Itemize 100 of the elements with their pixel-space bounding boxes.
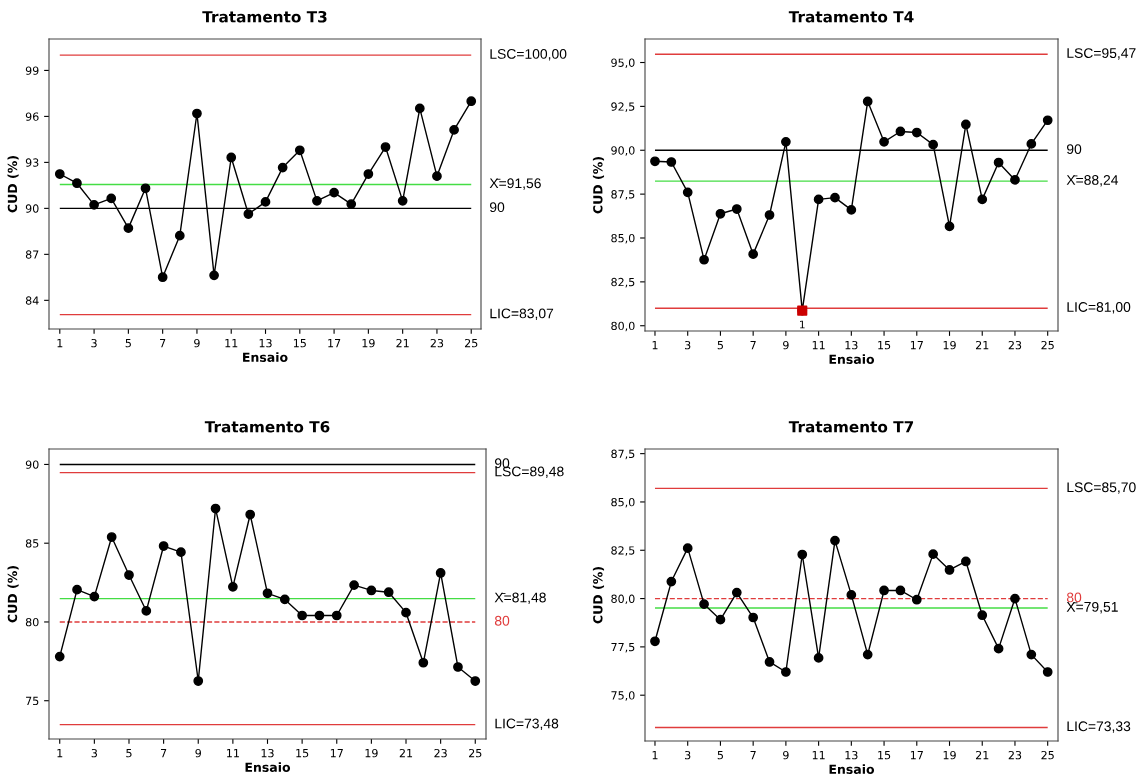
y-tick-label: 96 xyxy=(25,112,39,121)
x-tick-label: 23 xyxy=(430,338,444,348)
x-tick-label: 11 xyxy=(225,339,238,348)
point xyxy=(414,103,425,114)
point xyxy=(846,205,857,215)
point xyxy=(879,585,889,596)
y-axis-title: CUD (%) xyxy=(592,157,605,214)
ref-line-label: X̄=88,24 xyxy=(1066,175,1119,187)
y-tick-label: 90 xyxy=(25,204,39,213)
x-tick-label: 3 xyxy=(685,340,691,350)
x-tick-label: 21 xyxy=(399,748,413,758)
y-tick-label: 80,0 xyxy=(611,321,635,332)
x-axis-title: Ensaio xyxy=(829,764,875,774)
point xyxy=(862,96,873,107)
point xyxy=(243,209,254,219)
point xyxy=(366,585,377,596)
x-tick-label: 1 xyxy=(57,339,63,348)
point xyxy=(764,657,775,667)
x-tick-label: 23 xyxy=(434,748,447,758)
point xyxy=(961,556,971,567)
point xyxy=(89,199,99,210)
x-tick-label: 3 xyxy=(91,748,98,758)
x-tick-label: 17 xyxy=(328,339,341,348)
point xyxy=(928,549,939,559)
point xyxy=(731,587,742,598)
y-tick-label: 85 xyxy=(25,539,39,548)
point xyxy=(715,614,726,625)
y-axis-title: CUD (%) xyxy=(7,156,19,213)
ref-line-label: LSC=100,00 xyxy=(490,48,567,61)
point xyxy=(176,547,186,558)
chart-title: Tratamento T6 xyxy=(204,421,330,433)
x-tick-label: 11 xyxy=(812,751,825,760)
annotation: 1 xyxy=(800,320,805,329)
y-tick-label: 90 xyxy=(25,460,39,469)
point xyxy=(312,195,322,206)
point xyxy=(314,610,325,621)
ref-line-label: 90 xyxy=(1066,144,1082,154)
x-tick-label: 17 xyxy=(910,751,923,760)
point xyxy=(1042,115,1053,126)
x-tick-label: 23 xyxy=(1008,340,1022,350)
x-tick-label: 13 xyxy=(845,750,858,760)
point xyxy=(666,157,677,167)
point xyxy=(911,127,922,138)
point xyxy=(911,594,922,605)
x-tick-label: 7 xyxy=(160,749,167,758)
ref-line-label: 90 xyxy=(489,202,505,213)
point xyxy=(781,136,791,147)
y-tick-label: 92,5 xyxy=(611,102,635,112)
point xyxy=(193,676,204,686)
x-tick-label: 7 xyxy=(750,341,756,350)
y-tick-label: 99 xyxy=(25,66,39,75)
ref-line-label: X̄=79,51 xyxy=(1066,601,1118,614)
x-tick-label: 3 xyxy=(685,750,691,760)
x-tick-label: 9 xyxy=(195,748,201,758)
point xyxy=(813,653,824,663)
y-tick-label: 90,0 xyxy=(611,146,635,156)
y-tick-label: 75 xyxy=(26,696,39,706)
point xyxy=(140,183,151,194)
x-axis-title: Ensaio xyxy=(243,352,288,362)
point xyxy=(245,509,256,520)
x-tick-label: 5 xyxy=(125,339,131,348)
ref-line-label: 80 xyxy=(1066,592,1082,603)
y-tick-label: 95,0 xyxy=(611,58,635,69)
x-tick-label: 17 xyxy=(330,749,343,758)
point xyxy=(123,223,134,234)
x-tick-label: 25 xyxy=(1041,340,1054,350)
point xyxy=(383,587,394,598)
point xyxy=(141,606,152,616)
point xyxy=(944,221,955,232)
x-tick-label: 5 xyxy=(717,751,723,760)
x-tick-label: 7 xyxy=(160,339,166,348)
point xyxy=(72,178,82,189)
point xyxy=(54,651,65,662)
chart-title: Tratamento T4 xyxy=(788,11,914,23)
point xyxy=(262,588,273,599)
point xyxy=(699,254,709,265)
x-axis-title: Ensaio xyxy=(245,762,291,772)
point xyxy=(124,570,134,580)
point xyxy=(470,676,481,686)
y-tick-label: 82,5 xyxy=(611,546,635,556)
x-tick-label: 17 xyxy=(910,341,923,350)
point xyxy=(650,636,660,647)
point xyxy=(346,199,357,209)
y-tick-label: 85,0 xyxy=(611,497,635,508)
y-tick-label: 82,5 xyxy=(611,277,635,288)
point xyxy=(682,543,693,553)
y-tick-label: 77,5 xyxy=(611,643,635,653)
x-tick-label: 15 xyxy=(293,339,306,348)
point xyxy=(226,152,237,163)
point xyxy=(192,108,202,119)
point xyxy=(944,565,955,575)
point xyxy=(418,657,429,668)
point xyxy=(260,197,271,207)
x-tick-label: 19 xyxy=(943,340,956,350)
y-tick-label: 87,5 xyxy=(611,449,635,460)
x-tick-label: 25 xyxy=(464,338,478,348)
point xyxy=(158,541,169,551)
point xyxy=(1010,175,1020,185)
x-tick-label: 7 xyxy=(750,751,756,760)
point xyxy=(380,142,391,152)
